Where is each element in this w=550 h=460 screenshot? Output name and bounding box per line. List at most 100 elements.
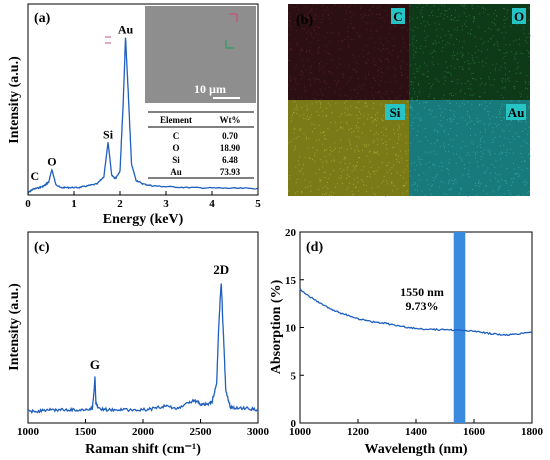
table-cell-element-3: Au (170, 167, 182, 177)
map-si-speckle (385, 180, 387, 182)
map-si-speckle (346, 189, 348, 191)
map-si-speckle (406, 165, 408, 167)
map-au-speckle (435, 116, 437, 118)
map-o-speckle (409, 64, 411, 66)
map-si-speckle (389, 138, 391, 140)
map-c-speckle (394, 96, 396, 98)
map-si-speckle (340, 139, 342, 141)
map-si-speckle (336, 129, 338, 131)
map-o-speckle (423, 30, 425, 32)
map-au-speckle (495, 160, 497, 162)
map-c-speckle (365, 75, 367, 77)
map-o-speckle (515, 39, 517, 41)
map-o-speckle (452, 80, 454, 82)
map-si-speckle (309, 157, 311, 159)
map-o-speckle (470, 88, 472, 90)
map-c-speckle (289, 59, 291, 61)
map-au-speckle (448, 173, 450, 175)
map-c-speckle (300, 48, 302, 50)
map-c-speckle (377, 92, 379, 94)
map-si-speckle (303, 133, 305, 135)
map-au-speckle (509, 192, 511, 194)
map-au-speckle (460, 158, 462, 160)
map-c-speckle (365, 45, 367, 47)
map-c-speckle (394, 69, 396, 71)
map-c-speckle (300, 69, 302, 71)
panel-d-annotation-1: 1550 nm (400, 285, 444, 299)
map-si-speckle (314, 127, 316, 129)
map-si-speckle (358, 136, 360, 138)
map-si-speckle (329, 146, 331, 148)
map-c-speckle (348, 64, 350, 66)
map-si-speckle (369, 173, 371, 175)
map-o-speckle (491, 21, 493, 23)
map-si-speckle (375, 124, 377, 126)
map-c-speckle (329, 86, 331, 88)
map-si-speckle (329, 153, 331, 155)
map-c-speckle (340, 48, 342, 50)
map-o-speckle (508, 77, 510, 79)
map-o-speckle (493, 79, 495, 81)
map-c-speckle (308, 78, 310, 80)
map-c-speckle (306, 17, 308, 19)
map-c-speckle (317, 53, 319, 55)
map-c-speckle (377, 70, 379, 72)
map-c-speckle (345, 12, 347, 14)
map-si-speckle (357, 177, 359, 179)
map-si-speckle (343, 158, 345, 160)
map-si-speckle (351, 194, 353, 196)
map-si-speckle (398, 127, 400, 129)
map-au-speckle (452, 139, 454, 141)
map-si-speckle (381, 119, 383, 121)
map-si-speckle (333, 149, 335, 151)
map-au-speckle (417, 112, 419, 114)
map-c-speckle (359, 99, 361, 101)
map-au-speckle (425, 163, 427, 165)
map-au-speckle (470, 134, 472, 136)
map-si-speckle (294, 148, 296, 150)
map-si-speckle (340, 161, 342, 163)
map-c-speckle (311, 72, 313, 74)
map-si-speckle (348, 176, 350, 178)
map-si-speckle (333, 192, 335, 194)
map-si-speckle (354, 151, 356, 153)
map-si-speckle (294, 127, 296, 129)
map-si-speckle (357, 130, 359, 132)
map-au-speckle (474, 182, 476, 184)
map-au-speckle (410, 142, 412, 144)
map-si-speckle (377, 117, 379, 119)
map-o-speckle (412, 88, 414, 90)
map-o-speckle (520, 96, 522, 98)
map-c-speckle (348, 46, 350, 48)
map-c-speckle (394, 75, 396, 77)
map-si-speckle (319, 159, 321, 161)
map-si-speckle (393, 164, 395, 166)
map-o-speckle (436, 15, 438, 17)
map-c-speckle (302, 15, 304, 17)
map-o-speckle (510, 25, 512, 27)
map-si-speckle (356, 114, 358, 116)
map-si-speckle (355, 135, 357, 137)
map-c-speckle (309, 85, 311, 87)
map-si-speckle (347, 123, 349, 125)
map-au-speckle (443, 192, 445, 194)
map-si-speckle (305, 137, 307, 139)
map-au-speckle (512, 152, 514, 154)
map-si-speckle (325, 185, 327, 187)
map-si-speckle (321, 193, 323, 195)
map-au-speckle (459, 187, 461, 189)
map-au-speckle (419, 195, 421, 197)
map-si-speckle (396, 172, 398, 174)
map-c-speckle (315, 13, 317, 15)
map-si-speckle (361, 150, 363, 152)
map-si-speckle (342, 127, 344, 129)
map-c-speckle (378, 84, 380, 86)
map-si-speckle (369, 129, 371, 131)
map-au-speckle (527, 192, 529, 194)
map-au-speckle (429, 189, 431, 191)
map-o-speckle (479, 84, 481, 86)
map-au-speckle (477, 166, 479, 168)
map-c-speckle (358, 55, 360, 57)
map-c-speckle (406, 91, 408, 93)
